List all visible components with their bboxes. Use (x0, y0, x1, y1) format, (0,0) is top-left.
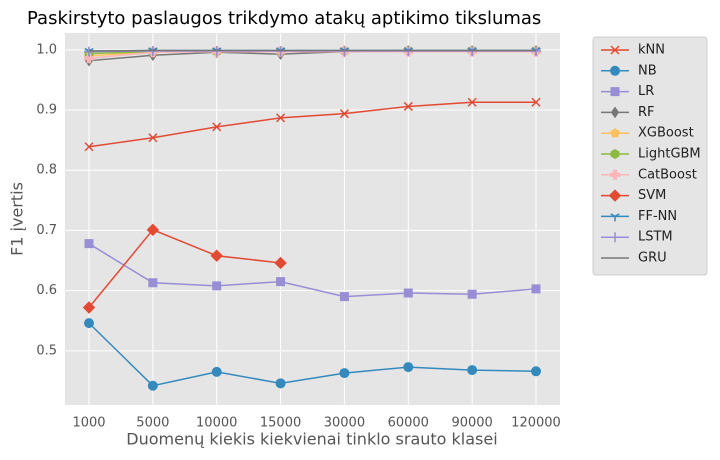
legend-label: kNN (638, 43, 665, 58)
plot-area (65, 33, 560, 405)
x-tick-label: 15000 (260, 416, 301, 431)
legend-marker (610, 148, 620, 160)
legend-label: FF-NN (638, 209, 677, 224)
data-point (467, 289, 477, 299)
data-point (403, 101, 413, 111)
data-point (531, 284, 541, 294)
data-point (276, 113, 286, 123)
data-point (146, 223, 160, 237)
data-point (274, 256, 287, 270)
data-point (467, 365, 478, 376)
legend-label: RF (638, 105, 655, 120)
data-point (339, 368, 350, 379)
data-point (211, 366, 222, 377)
data-point (82, 301, 96, 314)
legend-marker (610, 169, 620, 180)
legend-label: GRU (638, 251, 667, 266)
data-point (275, 378, 286, 389)
legend-label: CatBoost (638, 167, 697, 182)
x-tick-label: 120000 (511, 416, 561, 431)
data-point (276, 277, 286, 287)
series-line (88, 228, 281, 308)
legend-marker (610, 128, 620, 138)
data-point (531, 97, 541, 107)
y-tick-label: 0.7 (36, 223, 57, 238)
legend-label: NB (638, 63, 657, 78)
x-axis-label: Duomenų kiekis kiekvienai tinklo srauto … (126, 430, 497, 449)
data-point (84, 142, 94, 152)
x-tick-label: 90000 (451, 416, 492, 431)
x-tick-label: 1000 (72, 416, 105, 431)
y-tick-label: 0.6 (36, 283, 57, 298)
legend-label: LightGBM (638, 147, 701, 162)
x-tick-label: 10000 (196, 416, 237, 431)
legend-marker (610, 87, 620, 97)
y-tick-label: 1.0 (36, 42, 57, 57)
data-point (148, 278, 158, 288)
chart-title: Paskirstyto paslaugos trikdymo atakų apt… (27, 8, 541, 29)
series-line (88, 243, 537, 298)
data-point (212, 122, 222, 132)
y-tick-label: 0.5 (36, 343, 57, 358)
data-point (467, 97, 477, 107)
legend-label: LR (638, 84, 654, 99)
series-line (88, 101, 536, 148)
x-tick-label: 60000 (388, 416, 429, 431)
legend-label: LSTM (638, 230, 673, 245)
legend-marker (608, 189, 622, 202)
series-line (88, 322, 537, 387)
legend-marker (610, 213, 620, 222)
data-point (83, 318, 95, 329)
data-point (403, 288, 413, 298)
legend-marker (610, 45, 620, 55)
data-point (84, 239, 94, 249)
x-tick-label: 30000 (324, 416, 365, 431)
data-point (339, 109, 349, 119)
data-point (530, 366, 542, 377)
legend-label: XGBoost (638, 126, 694, 141)
data-point (403, 362, 414, 373)
data-point (210, 249, 223, 262)
legend-box (592, 36, 708, 276)
legend-marker (610, 232, 620, 243)
legend-marker (609, 65, 621, 76)
data-point (339, 292, 349, 302)
data-point (84, 53, 94, 64)
series-line (88, 49, 536, 52)
legend-label: SVM (638, 188, 666, 203)
x-tick-label: 5000 (136, 416, 169, 431)
y-tick-label: 0.8 (36, 163, 57, 178)
data-point (148, 133, 158, 143)
data-point (147, 380, 158, 391)
legend-marker (610, 106, 620, 119)
y-tick-label: 0.9 (36, 103, 57, 118)
y-axis-label: F1 įvertis (8, 182, 27, 256)
data-point (212, 281, 222, 291)
